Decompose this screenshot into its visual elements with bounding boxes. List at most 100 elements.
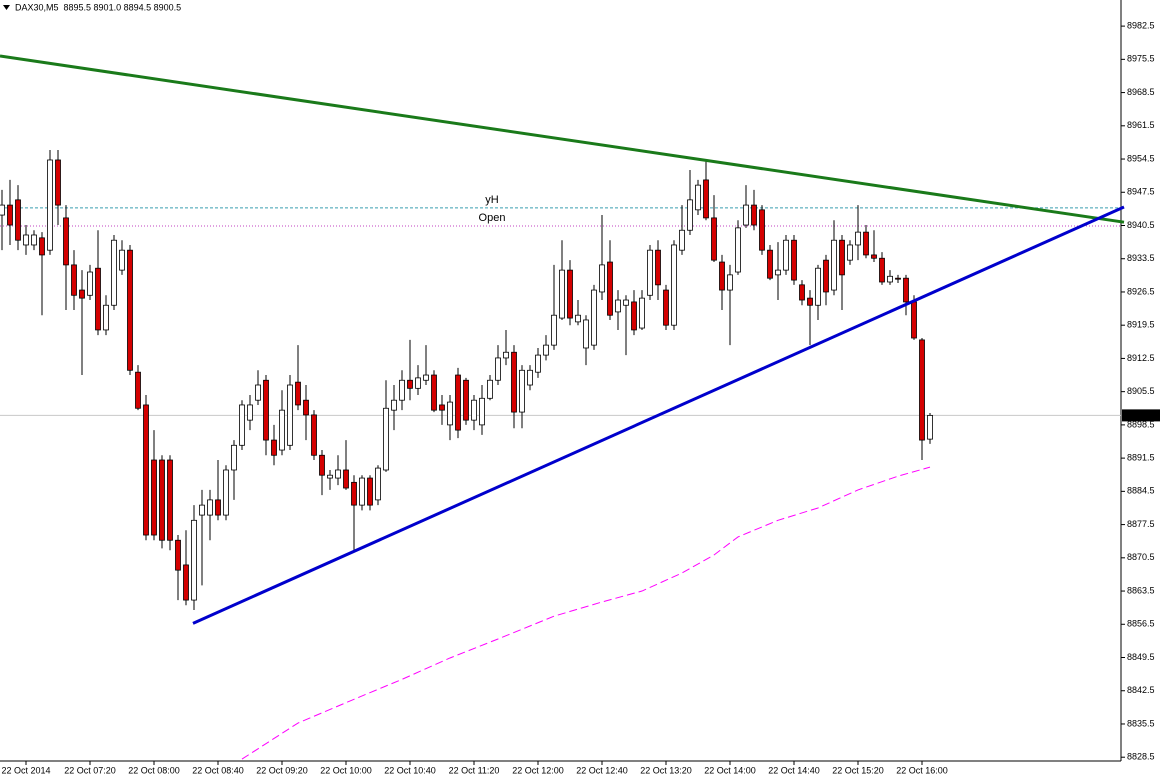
candle-body (87, 271, 93, 296)
candle-body (903, 277, 909, 303)
candle-body (671, 244, 677, 326)
trendline (192, 205, 1125, 625)
y-tick-label: 8870.5 (1127, 552, 1155, 562)
candle-body (567, 269, 573, 319)
y-tick-label: 8968.5 (1127, 87, 1155, 97)
candle-body (7, 204, 13, 226)
candle-body (679, 229, 685, 251)
candle-body (703, 179, 709, 219)
candle-body (55, 159, 61, 206)
candle-body (207, 499, 213, 516)
candle-body (727, 274, 733, 291)
candle-body (231, 444, 237, 471)
candle-body (887, 275, 893, 283)
candle-body (775, 269, 781, 276)
y-tick-label: 8863.5 (1127, 585, 1155, 595)
candle-body (711, 217, 717, 261)
y-tick-label: 8835.5 (1127, 718, 1155, 728)
y-tick-label: 8891.5 (1127, 452, 1155, 462)
candle-body (127, 249, 133, 371)
level-label: Open (479, 212, 506, 224)
y-tick-label: 8926.5 (1127, 286, 1155, 296)
candle-body (639, 297, 645, 329)
candle-body (503, 351, 509, 359)
x-tick-label: 22 Oct 16:00 (896, 765, 948, 775)
y-tick-label: 8884.5 (1127, 486, 1155, 496)
candle-body (479, 397, 485, 426)
candle-body (719, 261, 725, 291)
candle-body (847, 244, 853, 261)
candle-body (295, 381, 301, 406)
moving-average (241, 466, 931, 760)
candle-body (527, 369, 533, 386)
candle-body (15, 199, 21, 241)
candle-body (839, 239, 845, 276)
candle-body (599, 264, 605, 293)
x-tick-label: 22 Oct 08:40 (192, 765, 244, 775)
candle-body (543, 344, 549, 356)
trendline (0, 54, 1125, 224)
candle-body (343, 469, 349, 489)
candle-body (175, 539, 181, 571)
x-tick-label: 22 Oct 08:00 (128, 765, 180, 775)
candle-body (39, 237, 45, 256)
candle-body (495, 357, 501, 381)
y-tick-label: 8947.5 (1127, 187, 1155, 197)
x-tick-label: 22 Oct 11:20 (449, 765, 500, 775)
current-price-label: 8900.5 (1126, 410, 1154, 420)
candle-body (79, 289, 85, 299)
candle-body (279, 409, 285, 451)
candle-body (647, 249, 653, 296)
candle-body (95, 267, 101, 331)
candle-body (895, 277, 901, 280)
candle-body (919, 339, 925, 441)
candle-body (335, 469, 341, 479)
candle-body (631, 301, 637, 331)
y-tick-label: 8975.5 (1127, 54, 1155, 64)
candle-body (263, 379, 269, 441)
candle-body (431, 374, 437, 411)
y-tick-label: 8961.5 (1127, 120, 1155, 130)
y-tick-label: 8828.5 (1127, 752, 1155, 762)
candle-body (791, 239, 797, 281)
candle-body (927, 414, 933, 440)
candle-body (735, 227, 741, 273)
candle-body (111, 239, 117, 306)
candle-body (559, 269, 565, 319)
candle-body (327, 474, 333, 479)
y-tick-label: 8898.5 (1127, 419, 1155, 429)
candle-body (471, 399, 477, 421)
candle-body (663, 289, 669, 326)
candle-body (223, 469, 229, 516)
candle-body (615, 299, 621, 313)
y-tick-label: 8919.5 (1127, 320, 1155, 330)
x-tick-label: 22 Oct 2014 (1, 765, 50, 775)
candle-body (0, 204, 5, 216)
candle-body (783, 239, 789, 271)
candle-body (71, 264, 77, 296)
candle-body (407, 379, 413, 389)
candle-body (135, 371, 141, 409)
candle-body (815, 267, 821, 306)
candle-body (447, 401, 453, 426)
x-tick-label: 22 Oct 10:00 (320, 765, 372, 775)
candle-body (183, 564, 189, 601)
candle-body (255, 384, 261, 401)
chart-header: DAX30,M5 8895.5 8901.0 8894.5 8900.5 (15, 2, 181, 12)
candle-body (823, 259, 829, 293)
candle-body (455, 374, 461, 431)
current-price-box (1122, 409, 1160, 422)
candle-body (271, 439, 277, 456)
candle-body (687, 199, 693, 231)
candle-body (519, 369, 525, 413)
candle-body (551, 314, 557, 346)
candle-body (535, 354, 541, 373)
y-tick-label: 8933.5 (1127, 253, 1155, 263)
candle-body (143, 404, 149, 536)
candle-body (607, 261, 613, 316)
candle-body (383, 407, 389, 471)
candle-body (439, 404, 445, 411)
candle-body (199, 504, 205, 516)
